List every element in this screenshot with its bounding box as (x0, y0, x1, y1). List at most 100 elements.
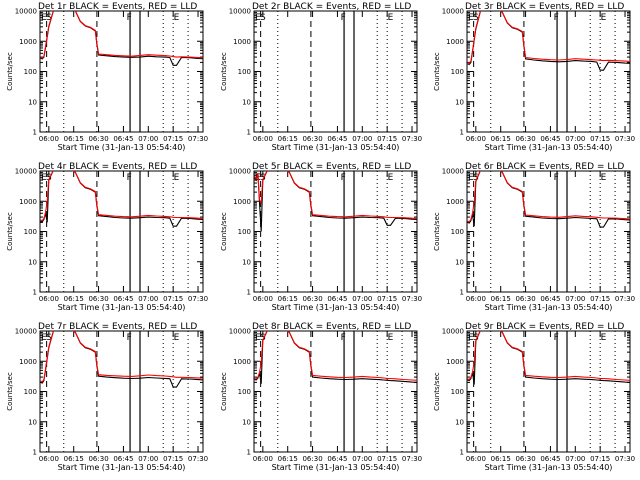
x-tick-label: 06:00 (466, 135, 486, 143)
x-axis-label: Start Time (31-Jan-13 05:54:40) (58, 463, 186, 472)
x-tick-label: 07:30 (188, 135, 208, 143)
y-tick-label: 10 (242, 418, 251, 426)
x-tick-label: 07:30 (402, 135, 422, 143)
x-axis-label: Start Time (31-Jan-13 05:54:40) (272, 303, 400, 312)
x-tick-label: 07:15 (377, 135, 397, 143)
x-tick-label: 07:15 (590, 455, 610, 463)
y-tick-label: 1000 (446, 198, 464, 206)
marker-s: S (260, 13, 266, 23)
x-tick-label: 07:15 (163, 455, 183, 463)
marker-f: F (341, 333, 346, 343)
plot-frame (466, 330, 631, 453)
y-tick-label: 10 (455, 258, 464, 266)
y-tick-label: 1 (460, 449, 464, 457)
x-axis-label: Start Time (31-Jan-13 05:54:40) (485, 143, 613, 152)
marker-e: E (174, 13, 180, 23)
x-tick-label: 06:15 (278, 295, 298, 303)
marker-s: S (473, 173, 479, 183)
x-axis-label: Start Time (31-Jan-13 05:54:40) (58, 143, 186, 152)
x-tick-label: 06:00 (253, 135, 273, 143)
marker-e: E (601, 13, 607, 23)
marker-e: E (601, 333, 607, 343)
y-tick-label: 10000 (229, 8, 251, 16)
x-tick-label: 06:30 (515, 135, 535, 143)
marker-e: E (468, 173, 474, 183)
x-tick-label: 06:45 (327, 455, 347, 463)
plot-frame (39, 330, 204, 453)
x-tick-label: 06:15 (64, 295, 84, 303)
panel-6: Det 6r BLACK = Events, RED = LLD 1 10 100 10… (433, 162, 635, 312)
x-tick-label: 07:30 (402, 455, 422, 463)
panel-7: Det 7r BLACK = Events, RED = LLD 1 10 100 10… (6, 322, 208, 472)
y-tick-label: 1 (33, 289, 37, 297)
y-tick-label: 10 (28, 418, 37, 426)
panel-2: Det 2r BLACK = Events, RED = LLD 1 10 100 10… (220, 2, 422, 152)
x-tick-label: 06:00 (39, 295, 59, 303)
x-tick-label: 06:45 (540, 455, 560, 463)
x-tick-label: 07:00 (138, 295, 158, 303)
y-tick-label: 1000 (19, 198, 37, 206)
x-tick-label: 07:30 (615, 455, 635, 463)
x-tick-label: 07:00 (138, 455, 158, 463)
x-tick-label: 06:30 (515, 295, 535, 303)
y-tick-label: 100 (238, 68, 251, 76)
y-axis-label: Counts/sec (220, 372, 228, 411)
y-axis-label: Counts/sec (433, 372, 441, 411)
y-axis-label: Counts/sec (433, 52, 441, 91)
x-tick-label: 06:30 (515, 455, 535, 463)
x-tick-label: 06:45 (327, 135, 347, 143)
y-tick-label: 100 (238, 228, 251, 236)
x-tick-label: 06:30 (302, 135, 322, 143)
y-tick-label: 10 (242, 98, 251, 106)
marker-s: S (46, 13, 52, 23)
x-tick-label: 07:30 (188, 455, 208, 463)
y-tick-label: 100 (24, 68, 37, 76)
y-tick-label: 100 (451, 388, 464, 396)
panel-8: Det 8r BLACK = Events, RED = LLD 1 10 100 10… (220, 322, 422, 472)
x-tick-label: 06:45 (113, 455, 133, 463)
x-tick-label: 07:15 (590, 295, 610, 303)
x-tick-label: 06:30 (88, 135, 108, 143)
x-tick-label: 07:30 (615, 135, 635, 143)
marker-e: E (388, 173, 394, 183)
x-tick-label: 07:00 (565, 455, 585, 463)
y-tick-label: 10 (28, 98, 37, 106)
y-tick-label: 100 (24, 388, 37, 396)
x-tick-label: 06:30 (302, 295, 322, 303)
y-tick-label: 1 (460, 129, 464, 137)
y-tick-label: 10000 (442, 328, 464, 336)
x-tick-label: 06:45 (540, 295, 560, 303)
plot-frame (466, 10, 631, 133)
y-tick-label: 10000 (15, 168, 37, 176)
x-tick-label: 06:30 (88, 455, 108, 463)
x-tick-label: 06:15 (491, 295, 511, 303)
marker-e: E (255, 13, 261, 23)
marker-e: E (468, 333, 474, 343)
plot-frame (253, 170, 418, 293)
y-tick-label: 1000 (446, 38, 464, 46)
x-tick-label: 07:00 (138, 135, 158, 143)
y-tick-label: 1000 (233, 38, 251, 46)
series-lld-line (467, 171, 630, 223)
x-axis-label: Start Time (31-Jan-13 05:54:40) (272, 463, 400, 472)
x-tick-label: 06:45 (540, 135, 560, 143)
plot-frame (39, 170, 204, 293)
y-tick-label: 10000 (15, 8, 37, 16)
panel-title: Det 5r BLACK = Events, RED = LLD (252, 162, 411, 172)
y-tick-label: 1 (33, 129, 37, 137)
y-tick-label: 10000 (229, 168, 251, 176)
x-axis-label: Start Time (31-Jan-13 05:54:40) (485, 303, 613, 312)
y-tick-label: 1 (247, 129, 251, 137)
y-tick-label: 1000 (446, 358, 464, 366)
x-tick-label: 06:00 (39, 455, 59, 463)
marker-f: F (127, 333, 132, 343)
panel-title: Det 2r BLACK = Events, RED = LLD (252, 2, 411, 12)
panel-title: Det 3r BLACK = Events, RED = LLD (465, 2, 624, 12)
marker-f: F (554, 173, 559, 183)
x-axis-label: Start Time (31-Jan-13 05:54:40) (485, 463, 613, 472)
marker-e: E (601, 173, 607, 183)
y-tick-label: 100 (451, 228, 464, 236)
panel-title: Det 7r BLACK = Events, RED = LLD (38, 322, 197, 332)
y-axis-label: Counts/sec (220, 212, 228, 251)
series-lld-line (467, 331, 630, 381)
